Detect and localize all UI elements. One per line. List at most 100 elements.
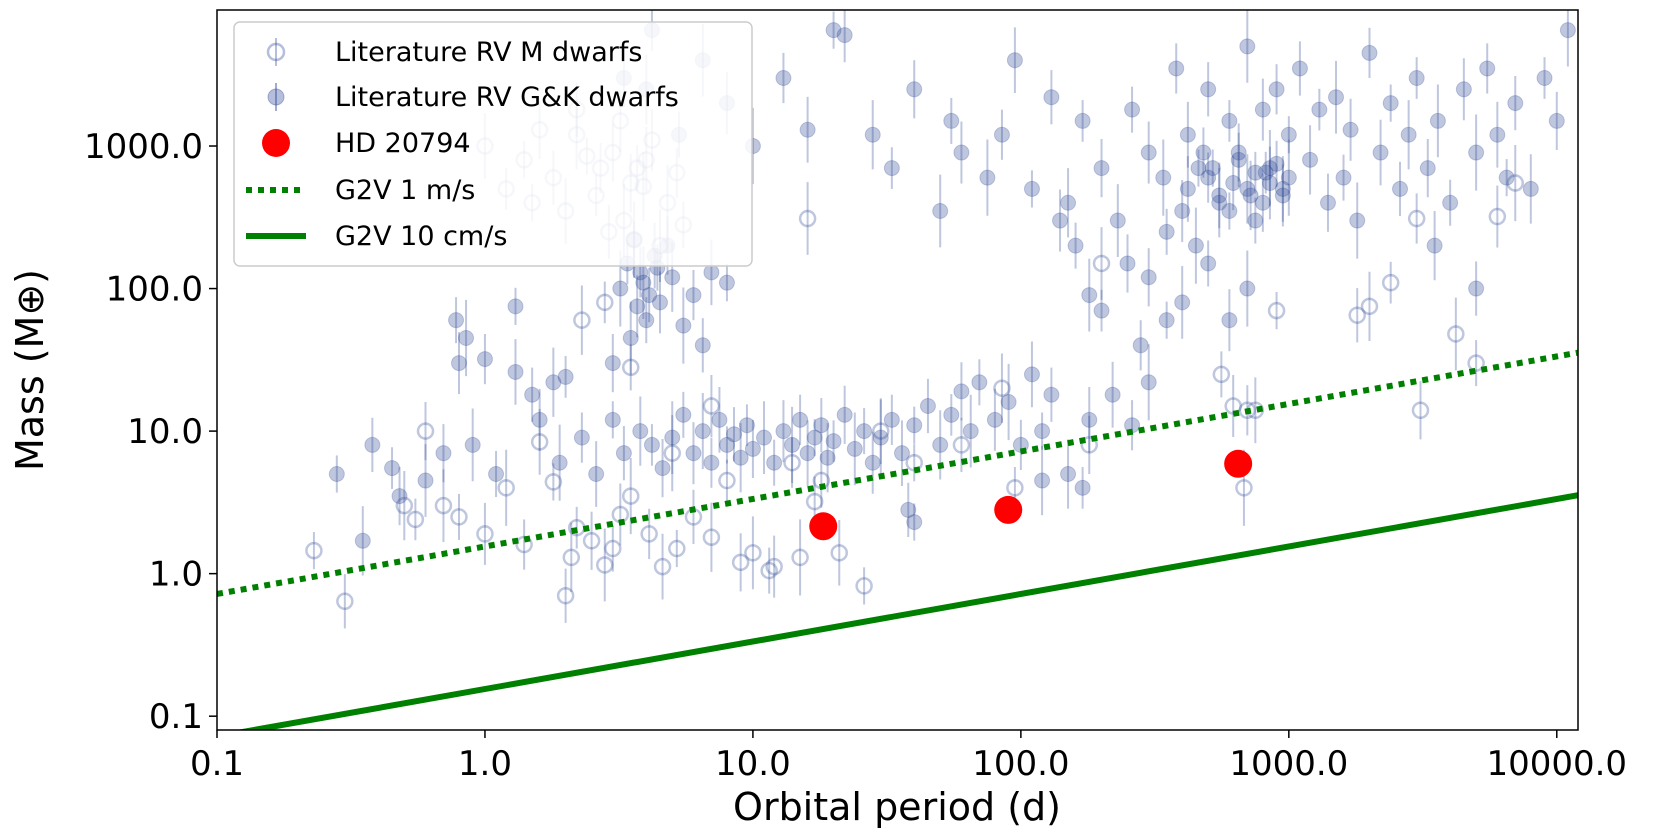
m-dwarf-point (450, 508, 468, 526)
gk-dwarf-point (1023, 180, 1040, 197)
plot-frame (216, 9, 1579, 731)
gk-dwarf-point (1559, 22, 1576, 39)
gk-dwarf-point (1489, 126, 1506, 143)
gk-dwarf-point (883, 160, 900, 177)
gk-dwarf-point (612, 280, 629, 297)
m-dwarf-point (1092, 254, 1111, 273)
m-dwarf-point (1488, 207, 1507, 226)
m-dwarf-point (621, 358, 640, 377)
legend-label-hd20794: HD 20794 (335, 128, 471, 159)
gk-dwarf-point (932, 436, 949, 453)
m-dwarf-point (993, 379, 1011, 397)
gk-dwarf-point (694, 337, 711, 354)
gk-dwarf-point (872, 429, 889, 446)
m-dwarf-point (1467, 354, 1485, 372)
hd20794-points (809, 449, 1253, 541)
gk-dwarf-point (1043, 386, 1060, 403)
gk-dwarf-point (919, 398, 936, 415)
gk-dwarf-point (622, 329, 639, 346)
m-dwarf-point (604, 539, 622, 558)
y-tick-label: 1000.0 (84, 127, 203, 167)
gk-dwarf-point (825, 433, 842, 450)
gk-dwarf-point (1174, 203, 1191, 220)
gk-dwarf-point (1179, 180, 1196, 197)
legend-label-m: Literature RV M dwarfs (335, 37, 642, 68)
gk-dwarf-point (1158, 223, 1175, 240)
gk-dwarf-point (900, 501, 917, 518)
gk-dwarf-point (1140, 374, 1157, 391)
gk-dwarf-point (1280, 169, 1297, 186)
m-dwarf-point (416, 422, 435, 440)
gk-dwarf-point (1274, 180, 1291, 197)
gk-dwarf-point (1230, 144, 1247, 161)
m-dwarf-point (805, 492, 824, 511)
gk-dwarf-point (784, 436, 801, 453)
gk-dwarf-point (864, 126, 881, 143)
gk-dwarf-point (1067, 237, 1084, 254)
gk-dwarf-point (906, 417, 923, 434)
m-dwarf-point (791, 548, 809, 567)
gk-dwarf-point (1190, 160, 1207, 177)
m-dwarf-point (1212, 365, 1231, 384)
m-dwarf-point (1267, 301, 1286, 320)
x-tick-label: 10.0 (715, 744, 791, 784)
gk-dwarf-point (1349, 212, 1366, 229)
gk-dwarf-point (638, 312, 655, 329)
gk-dwarf-point (675, 317, 692, 334)
m-dwarf-point (476, 525, 494, 543)
gk-dwarf-point (953, 144, 970, 161)
gk-dwarf-point (354, 532, 371, 549)
legend-item-g2v-10cms: G2V 10 cm/s (246, 221, 507, 252)
legend-marker-m (266, 42, 286, 62)
gk-dwarf-point (864, 454, 881, 471)
gk-dwarf-point (1140, 269, 1157, 286)
gk-dwarf-point (1442, 194, 1459, 211)
gk-dwarf-point (557, 368, 574, 385)
gk-dwarf-point (685, 287, 702, 304)
m-dwarf-point (1360, 297, 1379, 316)
gk-dwarf-point (635, 274, 652, 291)
gk-dwarf-point (1052, 212, 1069, 229)
gk-dwarf-point (1261, 175, 1278, 192)
gk-dwarf-point (1408, 70, 1425, 87)
gk-dwarf-point (813, 417, 830, 434)
m-dwarf-point (1381, 273, 1400, 292)
gk-dwarf-point (1132, 337, 1149, 354)
gk-dwarf-point (1239, 38, 1256, 55)
gk-dwarf-point (417, 472, 434, 489)
m-dwarf-point (765, 557, 783, 576)
x-axis: 0.1 1.0 10.0 100.0 1000.0 10000.0 (190, 730, 1627, 784)
gk-dwarf-point (718, 274, 735, 291)
gk-dwarf-point (615, 445, 632, 462)
gk-dwarf-point (604, 355, 621, 372)
gk-dwarf-point (1372, 144, 1389, 161)
gk-dwarf-point (1006, 52, 1023, 69)
m-dwarf-point (596, 556, 614, 574)
m-dwarf-point (395, 496, 414, 515)
gk-dwarf-point (1400, 126, 1417, 143)
gk-dwarf-point (1280, 126, 1297, 143)
m-dwarf-point (562, 548, 581, 567)
gk-dwarf-point (1536, 70, 1553, 87)
y-tick-label: 0.1 (149, 697, 203, 737)
gk-dwarf-point (545, 374, 562, 391)
gk-dwarf-point (1419, 160, 1436, 177)
gk-dwarf-point (792, 411, 809, 428)
gk-dwarf-point (1507, 95, 1524, 112)
m-dwarf-point (872, 422, 890, 440)
gk-dwarf-point (1093, 302, 1110, 319)
gk-dwarf-point (551, 454, 568, 471)
gk-dwarf-point (448, 312, 465, 329)
gk-dwarf-point (391, 488, 408, 505)
y-tick-label: 100.0 (106, 270, 203, 310)
gk-dwarf-point (932, 203, 949, 220)
g2v-10cms-line (236, 492, 1578, 730)
gk-dwarf-point (1119, 255, 1136, 272)
m-dwarf-point (702, 528, 721, 547)
gk-dwarf-point (1211, 187, 1228, 204)
gk-dwarf-point (883, 411, 900, 428)
gk-dwarf-point (1291, 60, 1308, 77)
gk-dwarf-point (718, 436, 735, 453)
m-dwarf-point (1006, 479, 1024, 497)
gk-dwarf-point (703, 264, 720, 281)
